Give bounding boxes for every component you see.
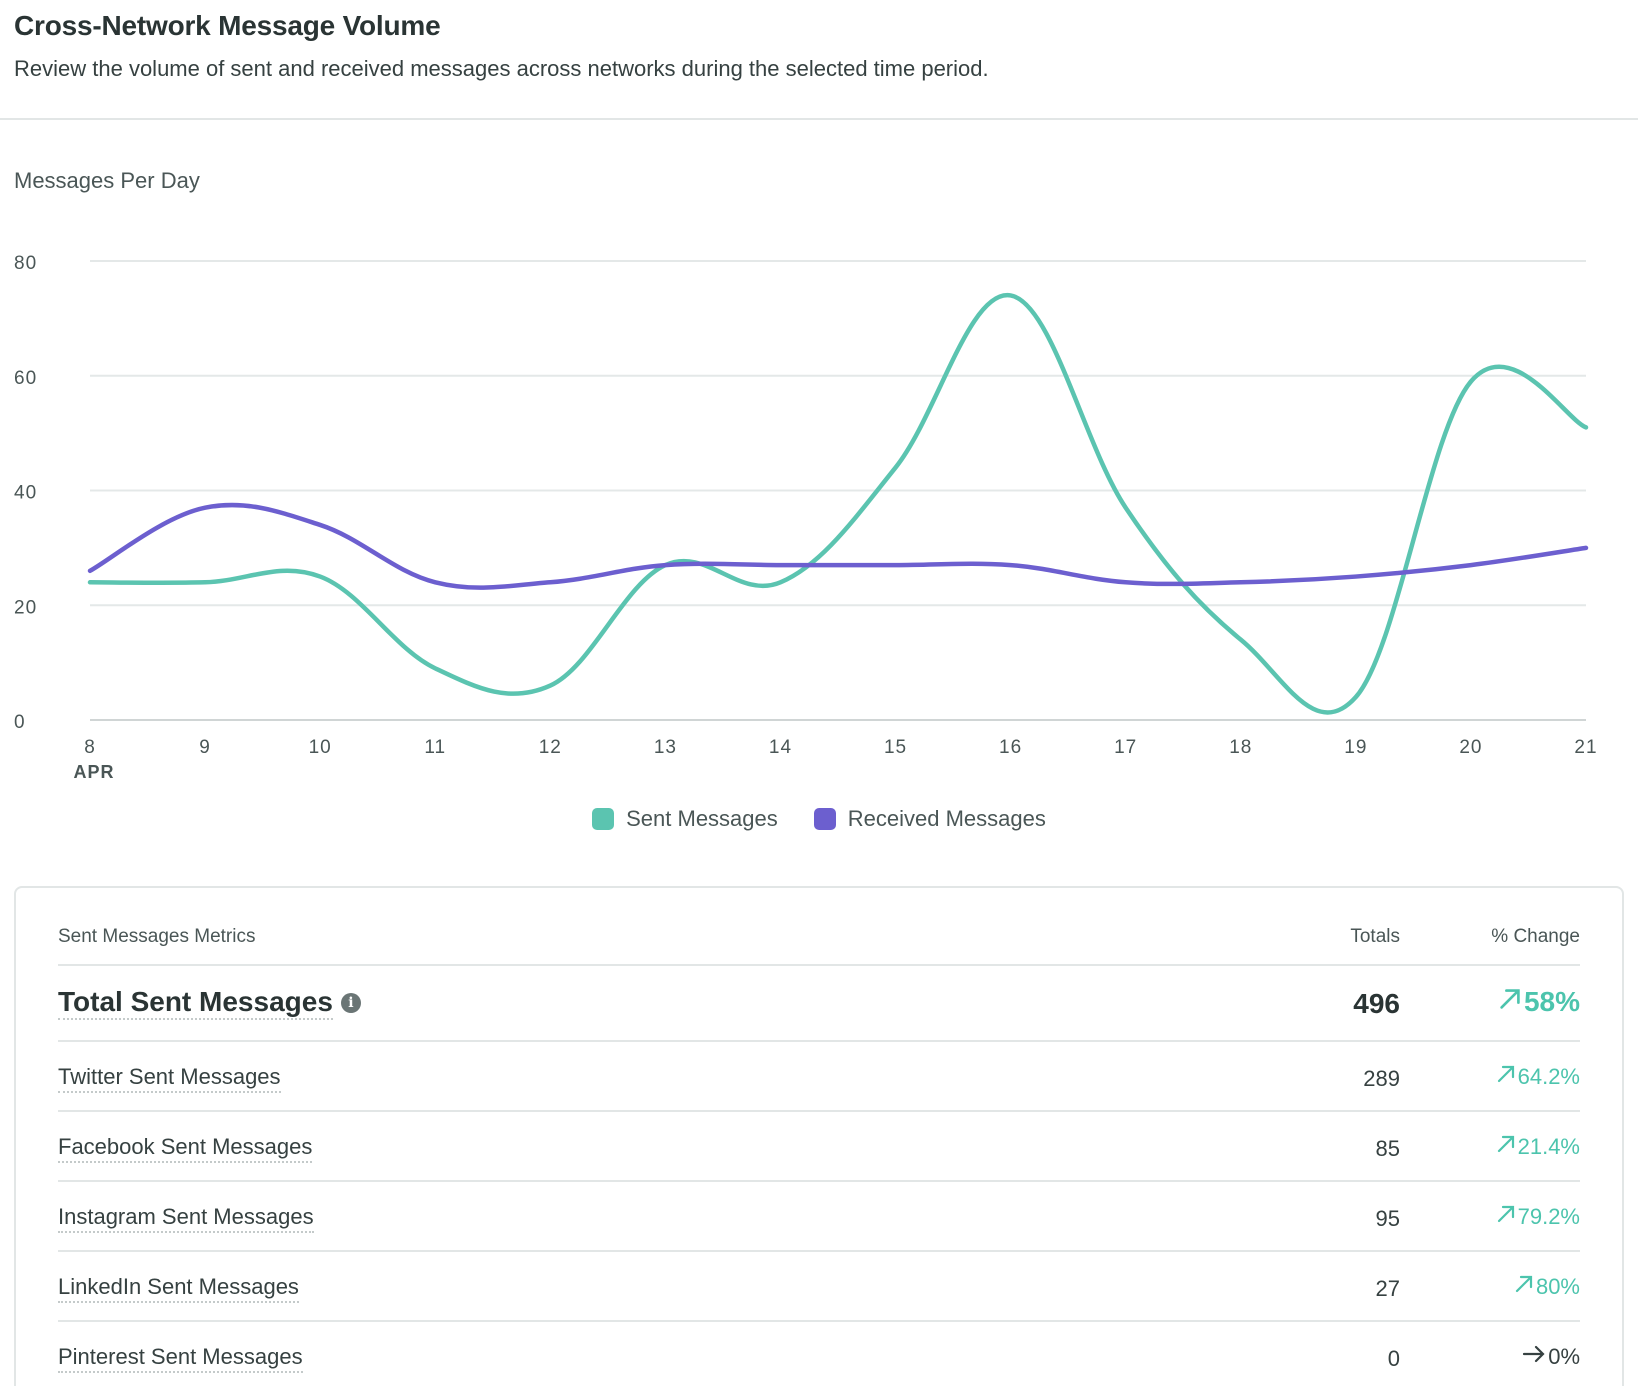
- metric-label-facebook[interactable]: Facebook Sent Messages: [58, 1134, 313, 1163]
- x-tick-label: 9: [199, 737, 211, 758]
- report-header: Cross-Network Message Volume Review the …: [0, 0, 1638, 120]
- x-tick-label: 16: [999, 737, 1022, 758]
- metric-label-linkedin[interactable]: LinkedIn Sent Messages: [58, 1274, 299, 1303]
- metric-label-twitter[interactable]: Twitter Sent Messages: [58, 1064, 281, 1093]
- sent-messages-line: [87, 293, 1589, 715]
- total-sent-label[interactable]: Total Sent Messages: [58, 986, 333, 1020]
- metrics-row: Instagram Sent Messages 95 79.2%: [58, 1182, 1580, 1252]
- metrics-header-totals: Totals: [1350, 926, 1400, 947]
- metric-value-linkedin: 27: [1375, 1276, 1400, 1301]
- metrics-header-change: % Change: [1491, 926, 1580, 947]
- metric-value-pinterest: 0: [1387, 1346, 1400, 1371]
- legend-item-sent[interactable]: Sent Messages: [592, 806, 778, 832]
- x-tick-label: 12: [539, 737, 562, 758]
- sent-metrics-table: Sent Messages Metrics Totals % Change To…: [58, 888, 1580, 1386]
- metric-label-pinterest[interactable]: Pinterest Sent Messages: [58, 1344, 303, 1373]
- metric-change-value-twitter: 64.2%: [1517, 1064, 1580, 1089]
- metrics-row: Pinterest Sent Messages 0 0%: [58, 1322, 1580, 1386]
- metric-change-value-facebook: 21.4%: [1517, 1134, 1580, 1159]
- metric-change-twitter: 64.2%: [1496, 1064, 1580, 1090]
- x-tick-label: 11: [424, 737, 446, 758]
- metrics-header-row: Sent Messages Metrics Totals % Change: [58, 888, 1580, 966]
- trend-up-arrow-icon: [1514, 1274, 1534, 1300]
- metric-change-pinterest: 0%: [1522, 1344, 1580, 1370]
- total-sent-value: 496: [1353, 988, 1400, 1019]
- metric-change-instagram: 79.2%: [1496, 1204, 1580, 1230]
- metric-label-instagram[interactable]: Instagram Sent Messages: [58, 1204, 314, 1233]
- trend-up-arrow-icon: [1496, 1064, 1516, 1090]
- metric-change-linkedin: 80%: [1514, 1274, 1580, 1300]
- trend-up-arrow-icon: [1496, 1204, 1516, 1230]
- x-tick-label: 17: [1114, 737, 1137, 758]
- y-tick-label: 60: [14, 368, 37, 389]
- legend-swatch-sent: [592, 808, 615, 830]
- x-month-label: APR: [73, 762, 114, 782]
- metric-value-twitter: 289: [1363, 1066, 1400, 1091]
- metrics-row: LinkedIn Sent Messages 27 80%: [58, 1252, 1580, 1322]
- y-tick-label: 80: [14, 253, 37, 274]
- legend-label-sent: Sent Messages: [626, 806, 778, 831]
- metric-value-facebook: 85: [1375, 1136, 1400, 1161]
- x-tick-label: 10: [309, 737, 332, 758]
- trend-up-arrow-icon: [1498, 986, 1522, 1018]
- metrics-body: Twitter Sent Messages 289 64.2% Facebook Se…: [58, 1042, 1580, 1386]
- metric-change-value-pinterest: 0%: [1548, 1344, 1580, 1369]
- y-tick-label: 0: [14, 712, 26, 733]
- metric-change-facebook: 21.4%: [1496, 1134, 1580, 1160]
- info-icon[interactable]: i: [340, 993, 361, 1013]
- y-tick-label: 40: [14, 483, 37, 504]
- trend-up-arrow-icon: [1496, 1134, 1516, 1160]
- chart-legend: Sent Messages Received Messages: [0, 806, 1638, 832]
- x-tick-label: 19: [1344, 737, 1367, 758]
- metrics-row: Twitter Sent Messages 289 64.2%: [58, 1042, 1580, 1112]
- page-subtitle: Review the volume of sent and received m…: [14, 56, 989, 81]
- x-tick-label: 13: [654, 737, 677, 758]
- total-sent-change-value: 58%: [1523, 986, 1580, 1017]
- received-messages-line: [87, 502, 1589, 590]
- metric-value-instagram: 95: [1375, 1206, 1400, 1231]
- page-title: Cross-Network Message Volume: [14, 10, 441, 41]
- metrics-row: Facebook Sent Messages 85 21.4%: [58, 1112, 1580, 1182]
- metric-change-value-instagram: 79.2%: [1517, 1204, 1580, 1229]
- x-tick-label: 14: [769, 737, 792, 758]
- total-sent-label-wrap: Total Sent Messages i: [58, 986, 361, 1020]
- trend-flat-arrow-icon: [1522, 1344, 1546, 1370]
- x-tick-label: 18: [1229, 737, 1252, 758]
- legend-item-received[interactable]: Received Messages: [813, 806, 1046, 832]
- metric-change-value-linkedin: 80%: [1535, 1274, 1580, 1299]
- x-tick-label: 20: [1459, 737, 1482, 758]
- total-sent-change: 58%: [1498, 986, 1580, 1018]
- legend-swatch-received: [813, 808, 836, 830]
- chart-title: Messages Per Day: [14, 168, 200, 193]
- x-tick-label: 15: [884, 737, 907, 758]
- legend-label-received: Received Messages: [847, 806, 1046, 831]
- messages-line-chart: 0 20 40 60 80 8 9 10 11 12 13 14 15 16 17 18 19 20 21 APR: [14, 253, 1597, 782]
- x-tick-label: 21: [1574, 737, 1597, 758]
- metrics-total-row: Total Sent Messages i 496 58%: [58, 966, 1580, 1042]
- y-tick-label: 20: [14, 597, 37, 618]
- sent-metrics-card: Sent Messages Metrics Totals % Change To…: [14, 886, 1624, 1386]
- metrics-header-label: Sent Messages Metrics: [58, 926, 256, 947]
- x-tick-label: 8: [84, 737, 96, 758]
